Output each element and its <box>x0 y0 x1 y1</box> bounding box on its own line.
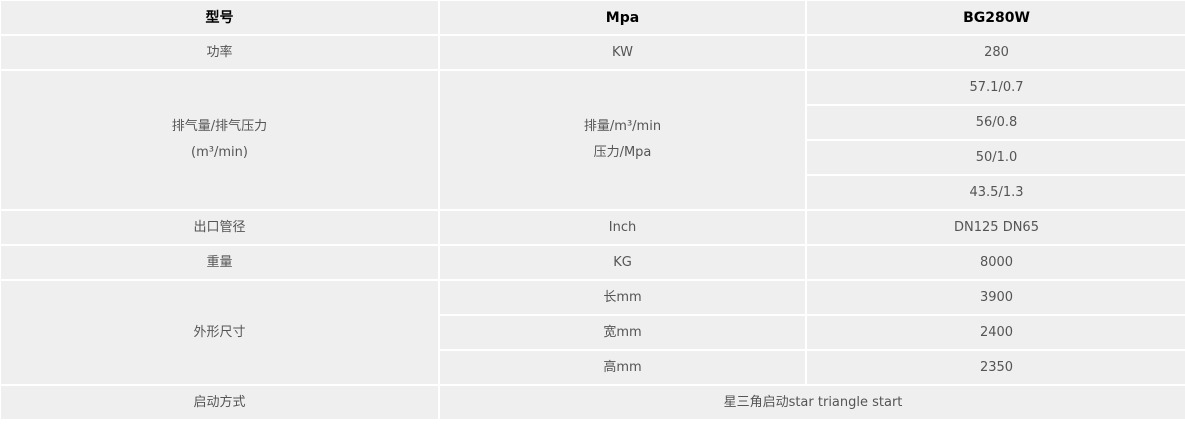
displacement-value: 56/0.8 <box>805 104 1185 141</box>
displacement-unit-line1: 排量/m³/min <box>583 119 662 134</box>
dimensions-label: 外形尺寸 <box>0 279 440 386</box>
table-row-dimensions: 宽mm 2400 <box>0 314 1185 351</box>
table-row-displacement: 排气量/排气压力 (m³/min) 排量/m³/min 压力/Mpa 57.1/… <box>0 69 1185 211</box>
displacement-label: 排气量/排气压力 (m³/min) <box>0 69 440 211</box>
table-row-start: 启动方式 星三角启动star triangle start <box>0 384 1185 421</box>
dimension-unit: 宽mm <box>438 314 807 351</box>
power-label: 功率 <box>0 34 440 71</box>
header-unit-label: Mpa <box>438 0 807 36</box>
table-row-displacement: 50/1.0 <box>0 139 1185 176</box>
spec-table: 型号 Mpa BG280W 功率 KW 280 排气量/排气压力 (m³/min… <box>0 0 1185 421</box>
table-row-displacement: 43.5/1.3 <box>0 174 1185 211</box>
dimension-value: 3900 <box>805 279 1185 316</box>
dimension-value: 2350 <box>805 349 1185 386</box>
displacement-label-line2: (m³/min) <box>191 145 248 160</box>
header-model-value: BG280W <box>805 0 1185 36</box>
weight-value: 8000 <box>805 244 1185 281</box>
dimension-unit: 长mm <box>438 279 807 316</box>
table-row-dimensions: 高mm 2350 <box>0 349 1185 386</box>
displacement-unit-line2: 压力/Mpa <box>593 145 652 160</box>
table-row-weight: 重量 KG 8000 <box>0 244 1185 281</box>
displacement-label-line1: 排气量/排气压力 <box>171 119 268 134</box>
displacement-value: 57.1/0.7 <box>805 69 1185 106</box>
weight-unit: KG <box>438 244 807 281</box>
displacement-value: 43.5/1.3 <box>805 174 1185 211</box>
weight-label: 重量 <box>0 244 440 281</box>
dimension-value: 2400 <box>805 314 1185 351</box>
outlet-value: DN125 DN65 <box>805 209 1185 246</box>
table-row-displacement: 56/0.8 <box>0 104 1185 141</box>
power-unit: KW <box>438 34 807 71</box>
table-header-row: 型号 Mpa BG280W <box>0 0 1185 36</box>
start-value: 星三角启动star triangle start <box>438 384 1185 421</box>
displacement-unit: 排量/m³/min 压力/Mpa <box>438 69 807 211</box>
table-row-outlet: 出口管径 Inch DN125 DN65 <box>0 209 1185 246</box>
displacement-value: 50/1.0 <box>805 139 1185 176</box>
outlet-unit: Inch <box>438 209 807 246</box>
power-value: 280 <box>805 34 1185 71</box>
outlet-label: 出口管径 <box>0 209 440 246</box>
start-label: 启动方式 <box>0 384 440 421</box>
table-row-dimensions: 外形尺寸 长mm 3900 <box>0 279 1185 386</box>
header-model-label: 型号 <box>0 0 440 36</box>
dimension-unit: 高mm <box>438 349 807 386</box>
table-row-power: 功率 KW 280 <box>0 34 1185 71</box>
